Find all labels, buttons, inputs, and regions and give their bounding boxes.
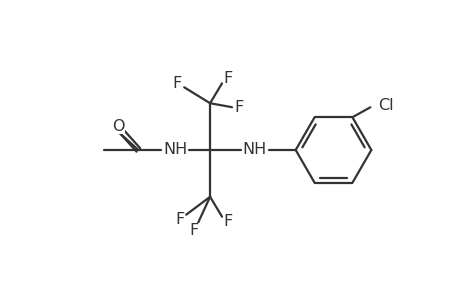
Text: F: F <box>223 71 232 86</box>
Text: F: F <box>175 212 185 227</box>
Text: F: F <box>223 214 232 229</box>
Text: F: F <box>172 76 181 91</box>
Text: F: F <box>189 223 198 238</box>
Text: O: O <box>112 118 124 134</box>
Text: NH: NH <box>242 142 266 158</box>
Text: Cl: Cl <box>377 98 393 113</box>
Text: NH: NH <box>163 142 187 158</box>
Text: F: F <box>234 100 243 115</box>
